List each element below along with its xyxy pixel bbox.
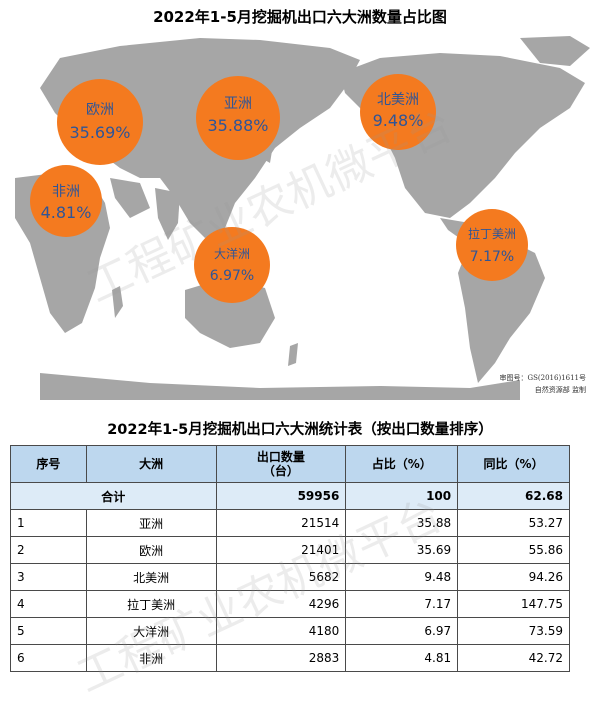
cell-continent: 拉丁美洲 (85, 590, 217, 618)
total-yoy: 62.68 (457, 482, 570, 510)
table-total-row: 合计 59956 100 62.68 (10, 482, 570, 510)
cell-share: 9.48 (345, 563, 459, 591)
table-header-row: 序号 大洲 出口数量 （台） 占比（%） 同比（%） (10, 445, 570, 483)
cell-share: 7.17 (345, 590, 459, 618)
bubble-africa-name: 非洲 (52, 184, 80, 200)
table-row: 6 非洲 2883 4.81 42.72 (10, 644, 570, 672)
header-qty: 出口数量 （台） (215, 445, 347, 483)
cell-yoy: 42.72 (457, 644, 570, 672)
cell-yoy: 55.86 (457, 536, 570, 564)
bubble-asia-value: 35.88% (207, 116, 268, 135)
bubble-north-america-name: 北美洲 (377, 92, 419, 108)
cell-rank: 4 (10, 590, 87, 618)
bubble-europe-name: 欧洲 (86, 102, 114, 118)
map-credit-line: 自然资源部 监制 (534, 386, 586, 394)
cell-continent: 欧洲 (85, 536, 217, 564)
bubble-north-america (360, 74, 436, 150)
map-credit-line: 审图号：GS(2016)1611号 (499, 374, 586, 382)
cell-share: 35.88 (345, 509, 459, 537)
cell-rank: 5 (10, 617, 87, 645)
table-row: 2 欧洲 21401 35.69 55.86 (10, 536, 570, 564)
header-continent: 大洲 (85, 445, 217, 483)
cell-qty: 21514 (215, 509, 347, 537)
cell-yoy: 73.59 (457, 617, 570, 645)
table-title: 2022年1-5月挖掘机出口六大洲统计表（按出口数量排序） (107, 422, 493, 438)
cell-rank: 1 (10, 509, 87, 537)
bubble-asia-name: 亚洲 (224, 96, 252, 112)
world-map-svg: 欧洲 35.69% 亚洲 35.88% 北美洲 9.48% 非洲 4.81% 大… (15, 36, 590, 400)
map-title: 2022年1-5月挖掘机出口六大洲数量占比图 (153, 8, 447, 26)
table-row: 3 北美洲 5682 9.48 94.26 (10, 563, 570, 591)
table-row: 1 亚洲 21514 35.88 53.27 (10, 509, 570, 537)
cell-continent: 大洋洲 (85, 617, 217, 645)
cell-yoy: 147.75 (457, 590, 570, 618)
bubble-europe-value: 35.69% (69, 123, 130, 142)
world-map: 欧洲 35.69% 亚洲 35.88% 北美洲 9.48% 非洲 4.81% 大… (0, 28, 600, 408)
cell-rank: 2 (10, 536, 87, 564)
bubble-oceania-value: 6.97% (210, 268, 254, 284)
cell-share: 6.97 (345, 617, 459, 645)
bubble-latin-america-name: 拉丁美洲 (468, 226, 516, 241)
cell-rank: 6 (10, 644, 87, 672)
cell-yoy: 94.26 (457, 563, 570, 591)
bubble-africa (30, 165, 102, 237)
table-row: 5 大洋洲 4180 6.97 73.59 (10, 617, 570, 645)
map-credit: 审图号：GS(2016)1611号 自然资源部 监制 (500, 372, 586, 396)
cell-continent: 北美洲 (85, 563, 217, 591)
cell-continent: 亚洲 (85, 509, 217, 537)
header-share: 占比（%） (345, 445, 459, 483)
header-rank: 序号 (10, 445, 87, 483)
cell-rank: 3 (10, 563, 87, 591)
cell-continent: 非洲 (85, 644, 217, 672)
bubble-latin-america-value: 7.17% (470, 249, 514, 265)
cell-qty: 21401 (215, 536, 347, 564)
table-row: 4 拉丁美洲 4296 7.17 147.75 (10, 590, 570, 618)
total-label: 合计 (10, 482, 217, 510)
bubble-africa-value: 4.81% (41, 203, 92, 222)
cell-qty: 4180 (215, 617, 347, 645)
header-qty-line1: 出口数量 (256, 450, 305, 464)
bubble-latin-america (456, 209, 528, 281)
cell-qty: 4296 (215, 590, 347, 618)
cell-qty: 2883 (215, 644, 347, 672)
total-qty: 59956 (215, 482, 347, 510)
bubble-north-america-value: 9.48% (373, 111, 424, 130)
header-yoy: 同比（%） (457, 445, 570, 483)
total-share: 100 (345, 482, 459, 510)
bubble-europe (57, 79, 143, 165)
bubble-oceania (194, 227, 270, 303)
cell-share: 4.81 (345, 644, 459, 672)
stats-table: 序号 大洲 出口数量 （台） 占比（%） 同比（%） 合计 59956 100 … (10, 445, 570, 672)
cell-yoy: 53.27 (457, 509, 570, 537)
header-qty-line2: （台） (262, 464, 299, 478)
bubble-oceania-name: 大洋洲 (214, 246, 250, 261)
cell-share: 35.69 (345, 536, 459, 564)
cell-qty: 5682 (215, 563, 347, 591)
bubbles: 欧洲 35.69% 亚洲 35.88% 北美洲 9.48% 非洲 4.81% 大… (30, 74, 528, 303)
bubble-asia (196, 76, 280, 160)
